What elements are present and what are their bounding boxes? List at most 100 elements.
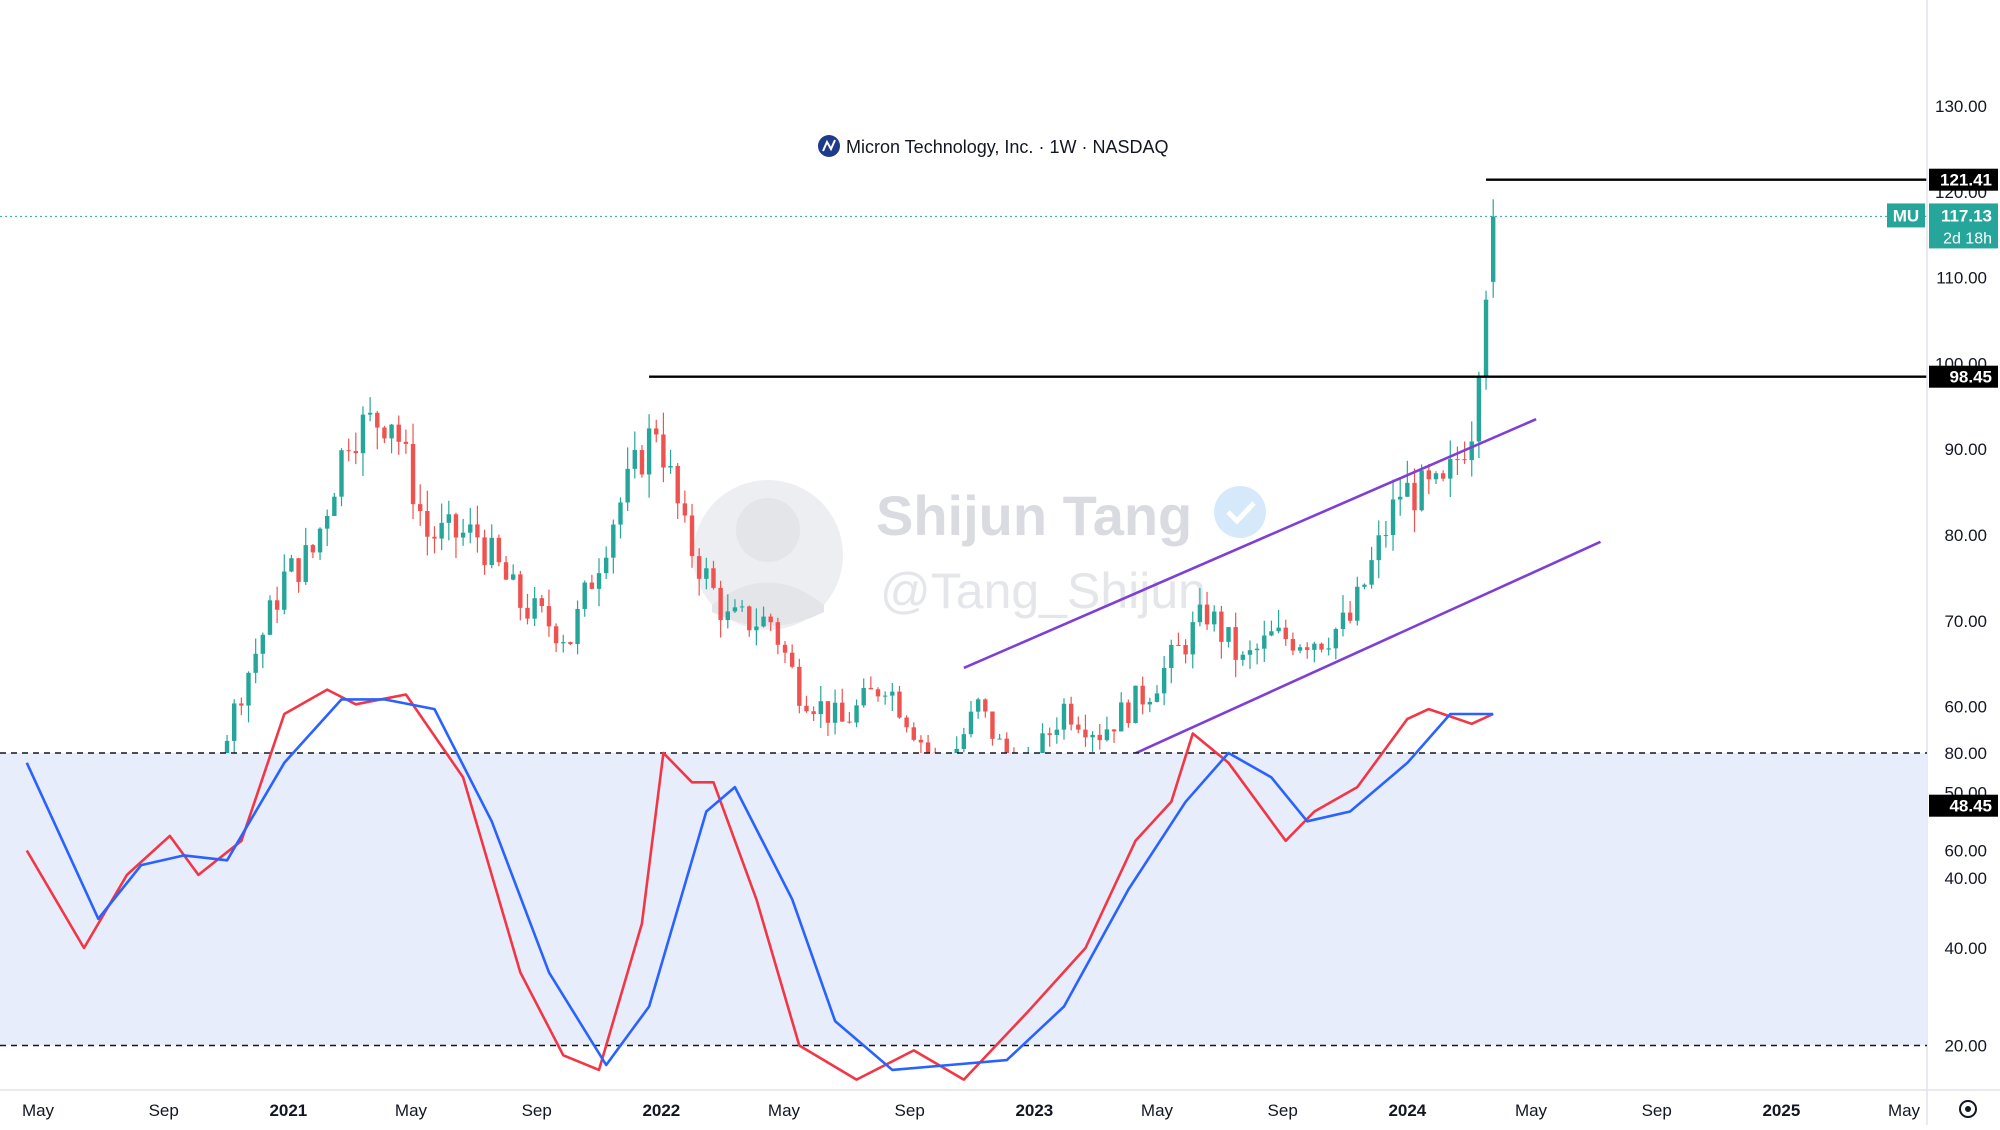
candle	[1362, 583, 1367, 590]
candle	[868, 676, 874, 690]
chart-legend[interactable]: Micron Technology, Inc. · 1W · NASDAQ	[818, 135, 1169, 157]
candle	[253, 638, 258, 684]
candle	[747, 605, 752, 637]
candle	[675, 463, 680, 519]
candle	[775, 617, 781, 655]
candle	[525, 593, 530, 625]
channel-line-upper[interactable]	[963, 417, 1537, 670]
time-axis[interactable]: May Sep 2021 May Sep 2022 May Sep 2023 May Sep 2024…	[22, 1101, 1921, 1120]
candle	[232, 699, 237, 756]
candle	[689, 503, 695, 568]
candle	[739, 600, 745, 612]
candle	[1390, 479, 1396, 551]
candle	[983, 698, 988, 718]
legend-interval[interactable]: 1W	[1049, 137, 1076, 157]
time-axis-label: May	[768, 1101, 801, 1120]
candle	[754, 608, 759, 646]
stochastic-k-line	[25, 698, 1494, 1072]
candle	[1197, 588, 1203, 627]
time-axis-label: May	[1141, 1101, 1174, 1120]
candle	[646, 414, 652, 498]
candle	[1269, 620, 1274, 637]
candle	[303, 527, 308, 585]
time-axis-label: 2022	[642, 1101, 680, 1120]
candle	[1412, 468, 1417, 533]
candle	[904, 715, 909, 733]
candle	[475, 505, 480, 553]
candle	[432, 526, 437, 554]
candle	[1119, 692, 1124, 732]
price-axis-label: 60.00	[1944, 698, 1987, 717]
candle	[661, 412, 666, 483]
candle	[1147, 697, 1153, 713]
candle	[468, 507, 473, 544]
legend-exchange: NASDAQ	[1092, 137, 1168, 157]
chart-settings-icon[interactable]	[1959, 1100, 1977, 1118]
svg-text:117.13: 117.13	[1941, 206, 1992, 225]
candle	[782, 641, 788, 663]
watermark-avatar-shoulders	[712, 582, 824, 626]
candle	[389, 423, 394, 454]
symbol-logo-icon	[818, 135, 840, 157]
candle	[1140, 676, 1145, 715]
candle	[761, 606, 766, 628]
last-price-tag: 117.13 2d 18h	[1929, 203, 1998, 249]
oscillator-axis[interactable]: 80.00 60.00 40.00 20.00	[1944, 744, 1987, 1056]
candle	[847, 712, 852, 724]
ticker-tag: MU	[1887, 203, 1925, 228]
candle	[668, 449, 673, 474]
price-axis-label: 70.00	[1944, 612, 1987, 631]
candle	[1183, 639, 1188, 664]
candle	[360, 406, 366, 476]
candle	[589, 574, 595, 590]
candle	[1219, 605, 1224, 659]
candle	[1104, 716, 1110, 742]
candle	[1111, 729, 1117, 743]
candle	[1462, 441, 1467, 464]
candle	[1204, 591, 1210, 630]
candle	[282, 554, 287, 615]
time-axis-label: May	[395, 1101, 428, 1120]
candle	[1305, 642, 1310, 659]
candle	[997, 733, 1002, 740]
candle	[768, 613, 773, 632]
svg-text:98.45: 98.45	[1949, 368, 1992, 387]
candle	[489, 524, 494, 569]
candle	[582, 580, 587, 617]
candle	[718, 580, 723, 638]
candle	[1076, 716, 1081, 734]
legend-separator-1: ·	[1038, 137, 1049, 157]
candle	[639, 445, 645, 478]
price-tags: 121.41 98.45 48.45 117.13 2d 18h MU	[1887, 168, 1998, 817]
level-tag: 98.45	[1929, 365, 1998, 388]
bar-countdown: 2d 18h	[1943, 230, 1992, 247]
candle	[396, 415, 401, 455]
candle	[625, 447, 630, 512]
candle	[732, 599, 738, 614]
candle	[1169, 639, 1174, 684]
candle	[446, 500, 452, 541]
candle	[1383, 521, 1389, 548]
candle	[818, 685, 823, 728]
candle	[1061, 698, 1067, 740]
candle	[1240, 651, 1246, 666]
candle	[1398, 477, 1403, 516]
time-axis-label: May	[1515, 1101, 1548, 1120]
candle	[1469, 421, 1474, 477]
candle	[804, 695, 809, 713]
svg-text:MU: MU	[1893, 206, 1919, 225]
level-tag: 48.45	[1929, 794, 1998, 817]
candle	[1190, 611, 1195, 669]
candle	[797, 658, 802, 714]
candle	[789, 644, 795, 669]
candle	[317, 527, 323, 561]
candle	[1448, 440, 1453, 498]
time-axis-label: Sep	[522, 1101, 552, 1120]
legend-separator-2: ·	[1081, 137, 1092, 157]
candle	[1047, 727, 1052, 747]
candle	[854, 699, 859, 728]
candle	[296, 557, 301, 593]
candle	[1290, 632, 1296, 656]
